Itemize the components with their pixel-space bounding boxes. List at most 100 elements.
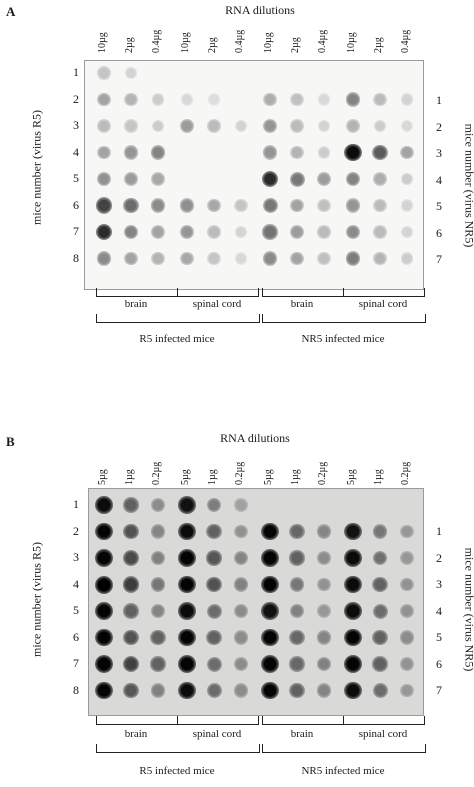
blot-dot [178, 522, 196, 541]
blot-dot [262, 224, 278, 240]
column-label: 0.2µg [317, 461, 328, 485]
blot-dot [123, 224, 139, 240]
panel-b-tissue-brain-r5: brain [124, 728, 148, 740]
blot-dot [234, 498, 248, 512]
blot-dot [262, 198, 278, 213]
blot-dot [344, 681, 362, 700]
column-label: 5µg [180, 469, 191, 485]
blot-dot [345, 198, 361, 213]
blot-dot [373, 251, 387, 266]
blot-dot [207, 225, 221, 239]
blot-dot [399, 630, 415, 645]
blot-dot [180, 93, 194, 106]
blot-dot [262, 118, 278, 134]
blot-dot [290, 251, 304, 266]
blot-dot [95, 197, 113, 214]
bracket-b-nr5-group [262, 744, 426, 753]
blot-dot [122, 576, 140, 593]
blot-dot [373, 172, 387, 186]
blot-dot [316, 524, 332, 539]
blot-dot [151, 225, 165, 239]
blot-dot [179, 198, 195, 213]
column-label: 10µg [180, 32, 191, 53]
blot-dot [123, 523, 139, 540]
blot-dot [234, 252, 248, 265]
blot-dot [316, 550, 332, 566]
column-label: 1µg [124, 469, 135, 485]
row-number: 3 [436, 577, 442, 591]
blot-dot [400, 524, 414, 539]
blot-dot [372, 629, 388, 646]
blot-dot [150, 603, 166, 619]
row-number: 4 [436, 603, 442, 618]
blot-dot [316, 656, 332, 672]
blot-dot [178, 575, 196, 594]
row-number: 2 [436, 119, 442, 134]
blot-dot [289, 682, 305, 699]
blot-dot [261, 170, 279, 188]
blot-dot [400, 93, 414, 106]
blot-dot [317, 577, 331, 592]
blot-dot [372, 603, 388, 619]
row-number: 8 [73, 682, 79, 697]
blot-dot [316, 683, 332, 698]
blot-dot [150, 550, 166, 566]
blot-dot [261, 655, 279, 673]
blot-dot [97, 92, 111, 107]
blot-dot [261, 549, 279, 567]
blot-dot [233, 630, 249, 645]
row-number: 3 [73, 118, 79, 132]
blot-dot [372, 550, 388, 566]
blot-dot [95, 681, 113, 700]
bracket-a-spinal-nr5 [343, 288, 425, 297]
blot-dot [233, 577, 249, 592]
column-label: 2µg [207, 37, 218, 53]
column-label: 1µg [290, 469, 301, 485]
blot-dot [206, 656, 222, 672]
column-label: 0.4µg [151, 29, 162, 53]
blot-dot [150, 577, 166, 592]
blot-dot [289, 629, 305, 646]
column-label: 0.4µg [234, 29, 245, 53]
panel-a-tissue-brain-nr5: brain [290, 298, 314, 310]
blot-dot [400, 577, 414, 592]
panel-a-tissue-brain-r5: brain [124, 298, 148, 310]
blot-dot [317, 146, 331, 159]
blot-dot [207, 198, 221, 213]
blot-dot [151, 119, 165, 133]
blot-dot [233, 683, 249, 698]
blot-dot [207, 251, 221, 266]
blot-dot [400, 604, 414, 618]
blot-dot [373, 119, 387, 133]
blot-dot [95, 628, 113, 647]
blot-dot [372, 576, 388, 593]
panel-b-tissue-spinal-nr5: spinal cord [358, 728, 408, 740]
blot-dot [150, 656, 166, 672]
blot-dot [400, 225, 414, 239]
blot-dot [346, 119, 360, 133]
blot-dot [400, 551, 414, 565]
bracket-a-r5-group [96, 314, 260, 323]
bracket-b-spinal-r5 [177, 716, 259, 725]
row-number: 4 [73, 576, 79, 591]
row-number: 7 [73, 656, 79, 670]
panel-b-group-r5: R5 infected mice [139, 765, 215, 777]
panel-label-b: B [6, 434, 15, 449]
blot-dot [124, 251, 138, 266]
bracket-b-brain-r5 [96, 716, 178, 725]
row-number: 6 [436, 656, 442, 671]
blot-dot [372, 683, 388, 698]
column-label: 0.2µg [234, 461, 245, 485]
panel-b-tissue-brain-nr5: brain [290, 728, 314, 740]
blot-dot [400, 252, 414, 265]
blot-dot [234, 524, 248, 539]
row-number: 3 [436, 146, 442, 160]
panel-a-title: RNA dilutions [225, 3, 295, 17]
blot-dot [124, 119, 138, 133]
blot-dot [206, 523, 222, 540]
blot-dot [262, 251, 278, 266]
blot-dot [317, 251, 331, 266]
panel-b-group-nr5: NR5 infected mice [301, 765, 385, 777]
blot-dot [178, 655, 196, 673]
blot-dot [97, 66, 111, 80]
